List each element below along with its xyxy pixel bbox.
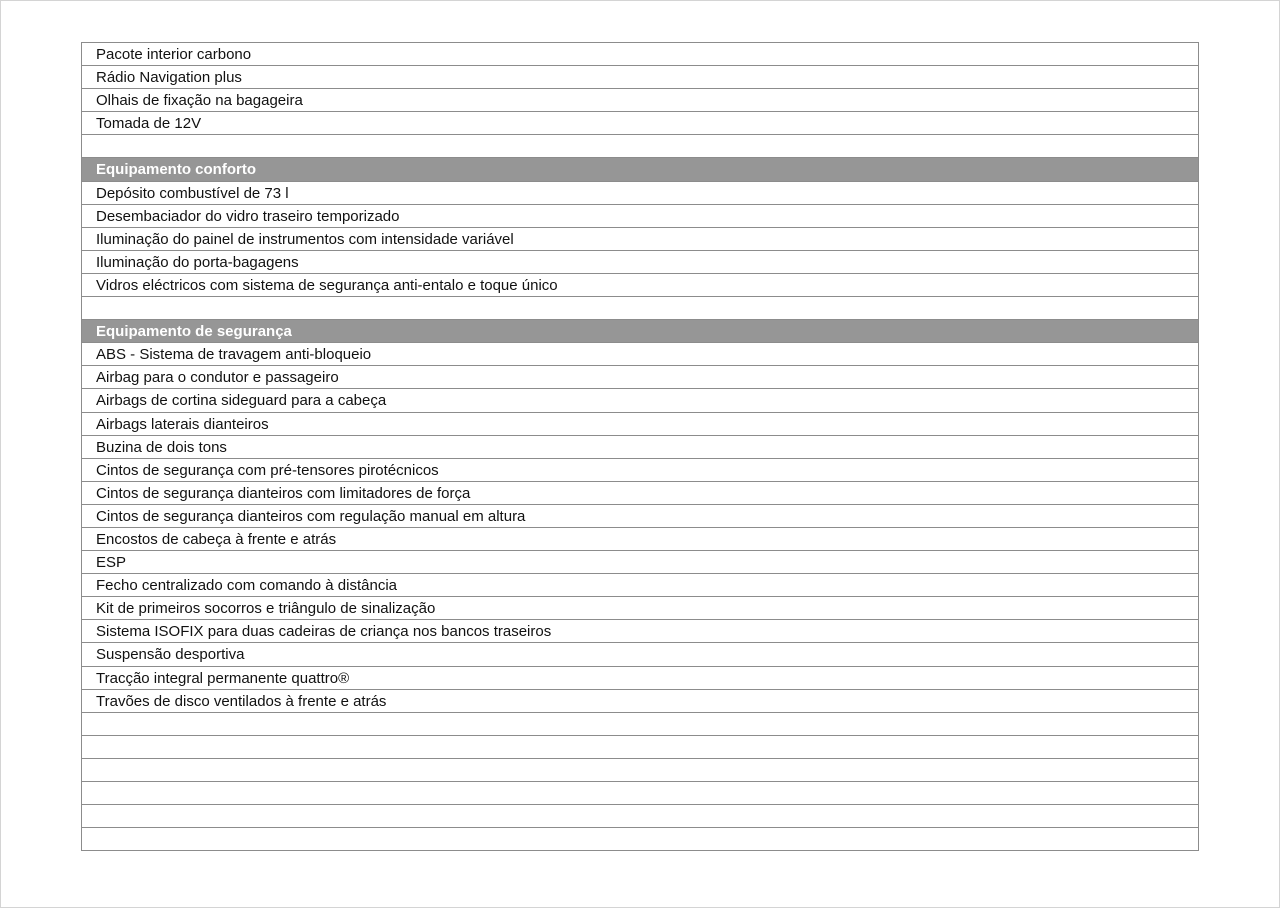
table-row: Travões de disco ventilados à frente e a… [82, 690, 1198, 713]
table-row: Olhais de fixação na bagageira [82, 89, 1198, 113]
table-row: Iluminação do porta-bagagens [82, 251, 1198, 274]
equipment-table: Pacote interior carbono Rádio Navigation … [81, 42, 1199, 852]
table-row: Airbags de cortina sideguard para a cabe… [82, 389, 1198, 413]
table-row: ABS - Sistema de travagem anti-bloqueio [82, 343, 1198, 367]
table-row: Suspensão desportiva [82, 643, 1198, 667]
table-row: Tracção integral permanente quattro® [82, 667, 1198, 690]
table-row: Desembaciador do vidro traseiro temporiz… [82, 205, 1198, 228]
table-row: Airbag para o condutor e passageiro [82, 366, 1198, 390]
table-row: Tomada de 12V [82, 112, 1198, 136]
table-row: Sistema ISOFIX para duas cadeiras de cri… [82, 620, 1198, 644]
table-row: Iluminação do painel de instrumentos com… [82, 228, 1198, 251]
empty-row [82, 297, 1198, 321]
empty-row [82, 736, 1198, 759]
table-row: Depósito combustível de 73 l [82, 182, 1198, 205]
table-row: Airbags laterais dianteiros [82, 413, 1198, 436]
empty-row [82, 805, 1198, 829]
table-row: Cintos de segurança com pré-tensores pir… [82, 459, 1198, 482]
empty-row [82, 828, 1198, 852]
section-header: Equipamento conforto [82, 158, 1198, 182]
table-row: Kit de primeiros socorros e triângulo de… [82, 597, 1198, 621]
empty-row [82, 782, 1198, 806]
table-row: Vidros eléctricos com sistema de seguran… [82, 274, 1198, 298]
empty-row [82, 713, 1198, 736]
table-row: ESP [82, 551, 1198, 575]
table-row: Cintos de segurança dianteiros com limit… [82, 482, 1198, 505]
table-row: Fecho centralizado com comando à distânc… [82, 574, 1198, 598]
table-row: Rádio Navigation plus [82, 66, 1198, 90]
empty-row [82, 759, 1198, 782]
table-row: Encostos de cabeça à frente e atrás [82, 528, 1198, 552]
table-row: Cintos de segurança dianteiros com regul… [82, 505, 1198, 528]
section-header: Equipamento de segurança [82, 320, 1198, 344]
empty-row [82, 135, 1198, 159]
table-row: Buzina de dois tons [82, 436, 1198, 459]
table-row: Pacote interior carbono [82, 43, 1198, 67]
